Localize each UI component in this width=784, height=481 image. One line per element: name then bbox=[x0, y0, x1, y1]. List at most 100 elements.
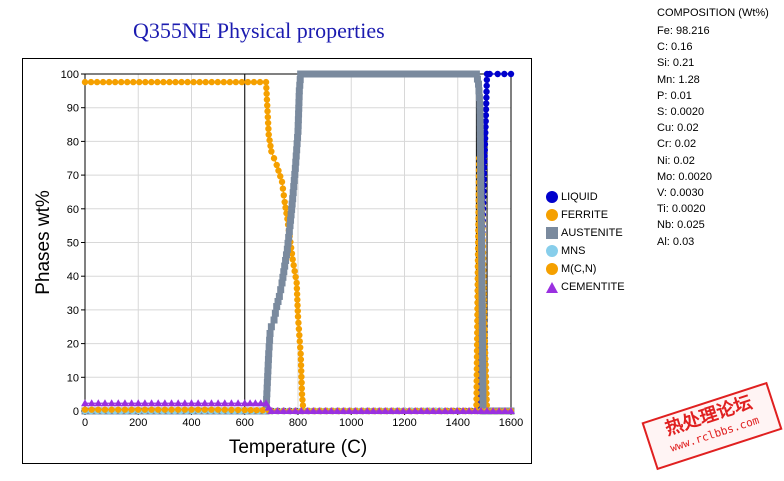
composition-item: Mn: 1.28 bbox=[657, 73, 700, 86]
data-point-austenite bbox=[264, 367, 272, 375]
y-tick-label: 10 bbox=[67, 372, 79, 384]
data-point-austenite bbox=[478, 297, 486, 305]
data-point-austenite bbox=[478, 310, 486, 318]
legend-marker-icon bbox=[546, 263, 558, 275]
data-point-liquid bbox=[482, 106, 490, 113]
data-point-cementite bbox=[234, 399, 243, 407]
data-point-m-c-n- bbox=[188, 406, 195, 413]
data-point-ferrite bbox=[282, 204, 289, 211]
data-point-austenite bbox=[281, 262, 289, 270]
data-point-austenite bbox=[479, 377, 487, 385]
y-axis-label: Phases wt% bbox=[33, 190, 54, 295]
x-tick-label: 200 bbox=[129, 417, 147, 429]
data-point-ferrite bbox=[294, 313, 302, 320]
data-point-austenite bbox=[478, 328, 486, 336]
data-point-austenite bbox=[479, 352, 487, 360]
data-point-cementite bbox=[220, 399, 229, 407]
data-point-cementite bbox=[134, 399, 143, 407]
data-point-austenite bbox=[285, 228, 293, 236]
data-point-ferrite bbox=[293, 290, 301, 298]
data-point-austenite bbox=[287, 216, 295, 224]
data-point-cementite bbox=[273, 407, 282, 414]
data-point-austenite bbox=[476, 142, 484, 150]
data-point-cementite bbox=[333, 407, 342, 414]
data-point-m-c-n- bbox=[141, 406, 149, 413]
data-point-austenite bbox=[478, 249, 486, 257]
legend-item: FERRITE bbox=[546, 206, 625, 224]
data-point-cementite bbox=[81, 399, 89, 407]
data-point-austenite bbox=[266, 336, 274, 344]
data-point-austenite bbox=[476, 118, 484, 126]
data-point-austenite bbox=[412, 70, 420, 78]
data-point-cementite bbox=[251, 399, 260, 407]
data-point-ferrite bbox=[264, 102, 271, 109]
data-point-cementite bbox=[435, 407, 444, 414]
data-point-ferrite bbox=[473, 401, 480, 409]
data-point-m-c-n- bbox=[161, 406, 169, 413]
data-point-ferrite bbox=[250, 78, 258, 86]
data-point-ferrite bbox=[292, 273, 299, 281]
data-point-ferrite bbox=[473, 359, 481, 367]
x-tick-label: 400 bbox=[182, 417, 200, 429]
data-point-cementite bbox=[94, 399, 103, 407]
x-tick-label: 0 bbox=[82, 417, 88, 429]
data-point-cementite bbox=[393, 407, 402, 414]
data-point-ferrite bbox=[263, 84, 270, 92]
data-point-austenite bbox=[478, 267, 486, 275]
data-point-cementite bbox=[297, 407, 306, 414]
data-point-austenite bbox=[294, 116, 302, 124]
y-tick-label: 50 bbox=[67, 238, 79, 250]
data-point-austenite bbox=[294, 133, 302, 141]
data-point-austenite bbox=[476, 124, 484, 132]
data-point-ferrite bbox=[473, 371, 480, 379]
data-point-ferrite bbox=[81, 78, 89, 86]
data-point-cementite bbox=[167, 399, 176, 407]
data-point-austenite bbox=[263, 378, 271, 386]
data-point-austenite bbox=[298, 70, 306, 78]
data-point-ferrite bbox=[297, 344, 304, 351]
data-point-ferrite bbox=[172, 78, 179, 86]
data-point-austenite bbox=[388, 70, 396, 78]
data-point-austenite bbox=[358, 70, 366, 78]
data-point-austenite bbox=[477, 219, 485, 227]
y-tick-label: 100 bbox=[61, 69, 79, 81]
data-point-liquid bbox=[483, 88, 490, 95]
data-point-ferrite bbox=[296, 338, 303, 345]
data-point-austenite bbox=[296, 81, 304, 89]
data-point-ferrite bbox=[111, 78, 119, 86]
chart-title: Q355NE Physical properties bbox=[133, 18, 385, 43]
y-tick-label: 90 bbox=[67, 103, 79, 115]
data-point-austenite bbox=[478, 237, 486, 245]
data-point-ferrite bbox=[265, 131, 272, 138]
composition-item: Si: 0.21 bbox=[657, 57, 695, 70]
data-point-austenite bbox=[294, 122, 302, 130]
data-point-austenite bbox=[275, 292, 283, 300]
legend-item: M(C,N) bbox=[546, 260, 625, 278]
data-point-cementite bbox=[459, 407, 468, 414]
data-point-austenite bbox=[476, 106, 484, 114]
data-point-austenite bbox=[477, 195, 485, 203]
data-point-ferrite bbox=[93, 78, 101, 86]
data-point-ferrite bbox=[297, 356, 305, 363]
data-point-ferrite bbox=[154, 78, 161, 86]
data-point-austenite bbox=[479, 346, 487, 354]
data-point-austenite bbox=[292, 158, 300, 166]
data-point-austenite bbox=[282, 251, 290, 259]
y-tick-label: 20 bbox=[67, 339, 79, 351]
composition-item: Cu: 0.02 bbox=[657, 122, 699, 135]
data-point-austenite bbox=[340, 70, 348, 78]
data-point-cementite bbox=[147, 399, 156, 407]
data-point-liquid bbox=[483, 82, 490, 89]
data-point-austenite bbox=[288, 200, 296, 208]
data-point-cementite bbox=[477, 407, 486, 414]
data-point-austenite bbox=[477, 213, 485, 221]
composition-item: Mo: 0.0020 bbox=[657, 170, 713, 183]
data-point-ferrite bbox=[298, 390, 306, 398]
data-point-cementite bbox=[246, 399, 255, 407]
data-point-austenite bbox=[295, 93, 303, 101]
data-point-cementite bbox=[120, 399, 129, 407]
data-point-austenite bbox=[287, 211, 295, 219]
data-point-m-c-n- bbox=[135, 406, 142, 413]
data-point-ferrite bbox=[256, 78, 264, 86]
data-point-austenite bbox=[274, 297, 282, 305]
